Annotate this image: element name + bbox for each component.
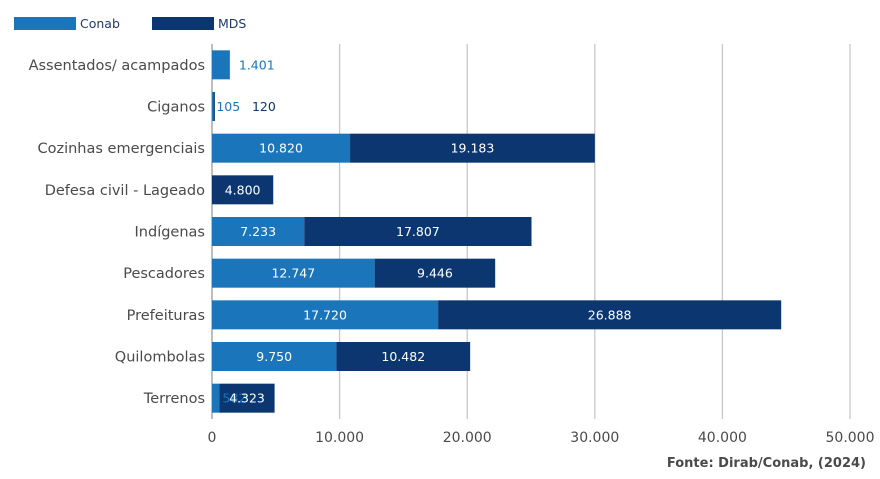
bar-mds: [350, 133, 595, 163]
bar-mds: [219, 383, 275, 413]
legend-label-mds: MDS: [218, 16, 246, 31]
bar-conab: [212, 133, 351, 163]
data-label-conab: 582: [222, 391, 246, 406]
legend-swatch-mds: [152, 17, 214, 30]
data-label-mds: 4.323: [229, 391, 265, 406]
legend-label-conab: Conab: [80, 16, 120, 31]
bar-conab: [212, 217, 305, 246]
data-label-mds: 4.800: [225, 182, 261, 197]
category-label: Assentados/ acampados: [29, 58, 205, 74]
category-label: Terrenos: [143, 391, 205, 407]
category-label: Defesa civil - Lageado: [45, 183, 205, 199]
x-tick-label: 40.000: [698, 430, 747, 446]
data-label-conab: 17.720: [303, 307, 347, 322]
x-tick-label: 50.000: [826, 430, 875, 446]
bar-conab: [212, 50, 230, 80]
data-label-mds: 120: [252, 99, 276, 114]
x-tick-label: 10.000: [315, 430, 364, 446]
bar-conab: [212, 383, 220, 413]
bar-mds: [304, 217, 532, 246]
data-label-mds: 10.482: [381, 349, 425, 364]
data-label-conab: 12.747: [271, 266, 315, 281]
data-label-conab: 105: [216, 99, 240, 114]
bar-conab: [212, 92, 214, 121]
category-label: Pescadores: [123, 266, 205, 282]
data-label-mds: 17.807: [396, 224, 440, 239]
bar-conab: [212, 342, 337, 371]
data-label-conab: 1.401: [239, 57, 275, 72]
data-label-conab: 9.750: [256, 349, 292, 364]
data-label-mds: 26.888: [588, 307, 632, 322]
bar-mds: [438, 300, 782, 330]
bar-mds: [336, 342, 471, 371]
bar-mds: [374, 258, 496, 288]
category-label: Cozinhas emergenciais: [37, 141, 205, 157]
data-label-mds: 9.446: [417, 266, 453, 281]
data-label-conab: 7.233: [240, 224, 276, 239]
category-label: Quilombolas: [115, 350, 205, 366]
bar-conab: [212, 258, 375, 288]
legend-swatch-conab: [14, 17, 76, 30]
x-tick-label: 30.000: [570, 430, 619, 446]
category-label: Ciganos: [147, 100, 205, 116]
category-label: Prefeituras: [127, 308, 205, 324]
data-label-conab: 10.820: [259, 141, 303, 156]
x-tick-label: 0: [208, 430, 217, 446]
bar-conab: [212, 300, 439, 330]
x-tick-label: 20.000: [443, 430, 492, 446]
category-label: Indígenas: [135, 225, 205, 241]
bar-mds: [212, 175, 274, 205]
source-note: Fonte: Dirab/Conab, (2024): [666, 456, 866, 471]
data-label-mds: 19.183: [451, 141, 495, 156]
bar-mds: [213, 92, 215, 121]
